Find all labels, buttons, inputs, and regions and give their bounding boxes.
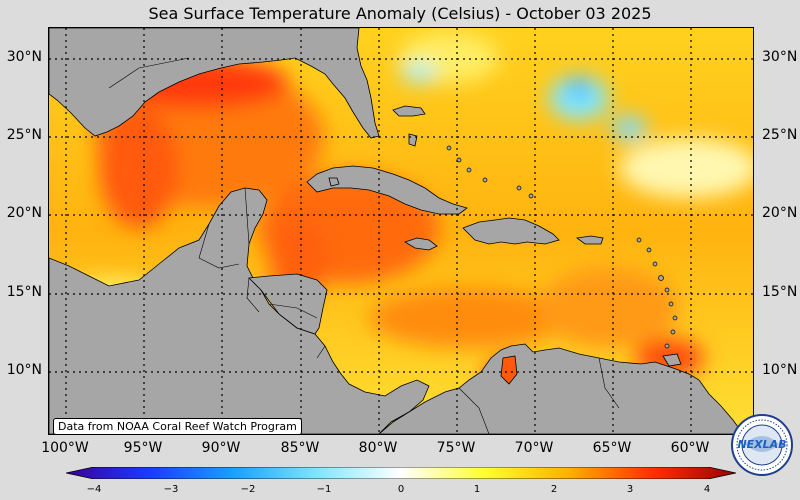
colorbar-tick--2: −2 [240, 484, 256, 495]
lon-label-60w: 60°W [670, 440, 710, 456]
lat-label-left-20: 20°N [6, 205, 42, 221]
sst-anomaly-map [48, 27, 754, 435]
lon-label-95w: 95°W [123, 440, 163, 456]
colorbar-tick--4: −4 [86, 484, 102, 495]
lat-label-left-15: 15°N [6, 284, 42, 300]
logo-text: NEXLAB [737, 438, 786, 451]
lat-label-right-30: 30°N [762, 49, 798, 65]
lon-label-75w: 75°W [436, 440, 476, 456]
lon-label-100w: 100°W [41, 440, 89, 456]
borders [108, 57, 620, 434]
colorbar-tick-0: 0 [397, 484, 405, 495]
nexlab-logo: NEXLAB [731, 414, 793, 476]
lat-label-right-20: 20°N [762, 205, 798, 221]
lon-label-70w: 70°W [514, 440, 554, 456]
colorbar-tick-2: 2 [550, 484, 558, 495]
lat-label-left-30: 30°N [6, 49, 42, 65]
colorbar-tick-3: 3 [626, 484, 634, 495]
colorbar-tick-4: 4 [703, 484, 711, 495]
lon-label-90w: 90°W [201, 440, 241, 456]
lat-label-left-25: 25°N [6, 127, 42, 143]
graticule [49, 28, 753, 434]
data-credit: Data from NOAA Coral Reef Watch Program [53, 418, 302, 435]
lat-label-left-10: 10°N [6, 362, 42, 378]
colorbar-tick--3: −3 [163, 484, 179, 495]
colorbar-tick-1: 1 [473, 484, 481, 495]
lon-label-85w: 85°W [280, 440, 320, 456]
lat-label-right-15: 15°N [762, 284, 798, 300]
colorbar [65, 464, 737, 483]
map-title: Sea Surface Temperature Anomaly (Celsius… [148, 4, 652, 23]
lon-label-65w: 65°W [592, 440, 632, 456]
lesser-antilles [446, 145, 678, 349]
lat-label-right-10: 10°N [762, 362, 798, 378]
lat-label-right-25: 25°N [762, 127, 798, 143]
land [49, 28, 744, 434]
lon-label-80w: 80°W [358, 440, 398, 456]
colorbar-tick--1: −1 [316, 484, 332, 495]
